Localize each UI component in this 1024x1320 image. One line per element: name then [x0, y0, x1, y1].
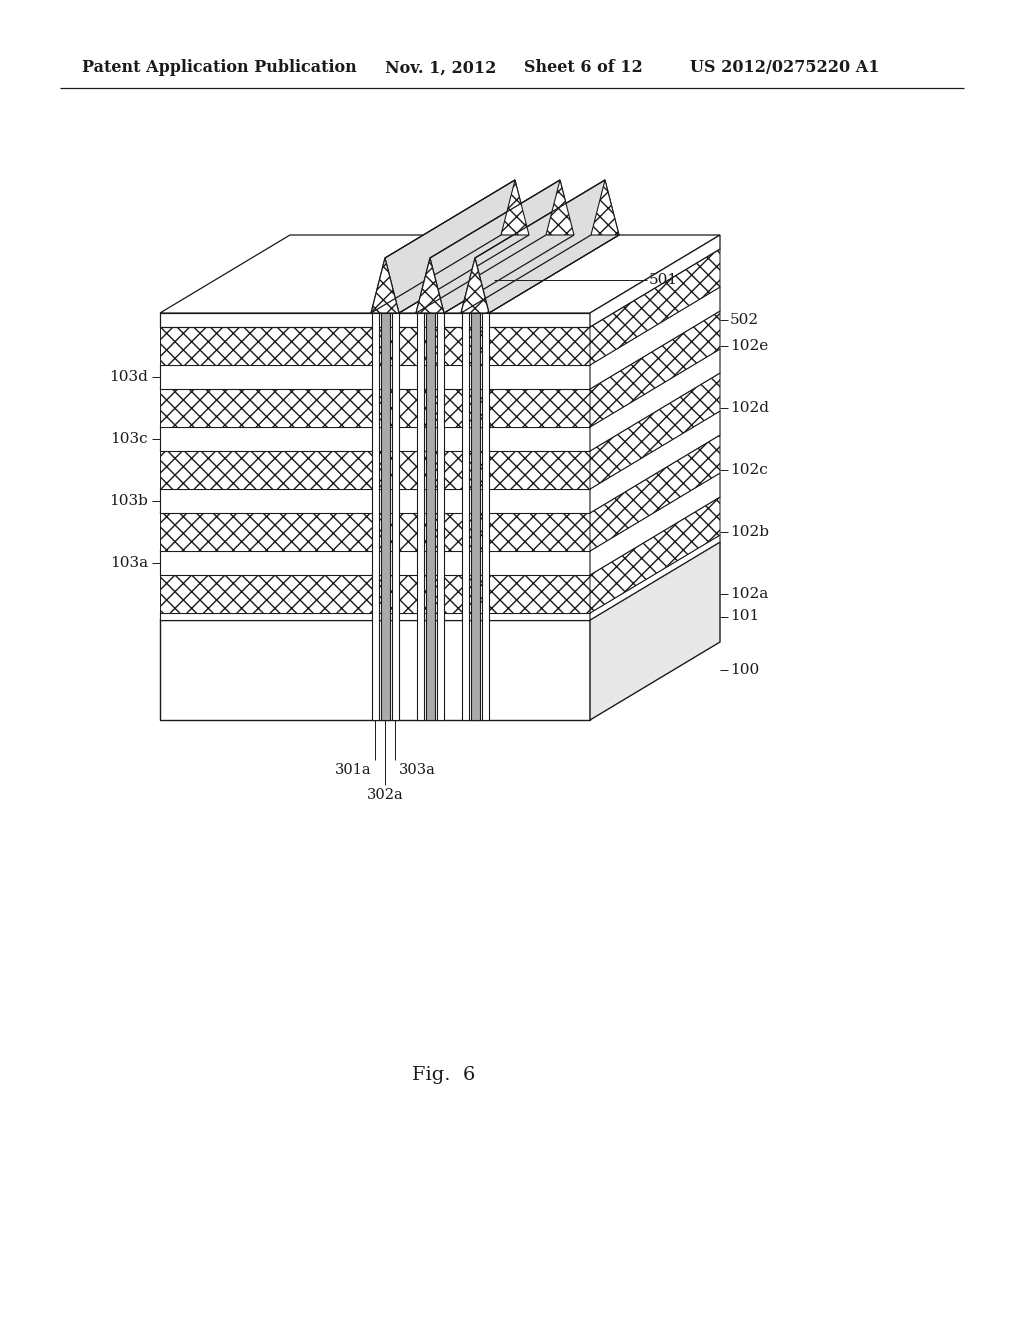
- Text: 103c: 103c: [111, 432, 148, 446]
- Polygon shape: [160, 374, 720, 451]
- Polygon shape: [160, 550, 590, 576]
- Polygon shape: [160, 473, 720, 550]
- Polygon shape: [160, 366, 590, 389]
- Text: 102c: 102c: [730, 463, 768, 477]
- Text: 103b: 103b: [110, 494, 148, 508]
- Polygon shape: [462, 313, 469, 719]
- Polygon shape: [416, 180, 560, 313]
- Polygon shape: [590, 411, 720, 513]
- Text: Nov. 1, 2012: Nov. 1, 2012: [385, 59, 497, 77]
- Polygon shape: [160, 286, 720, 366]
- Polygon shape: [436, 313, 443, 719]
- Polygon shape: [590, 473, 720, 576]
- Polygon shape: [160, 313, 590, 327]
- Polygon shape: [385, 180, 529, 313]
- Text: 103d: 103d: [110, 370, 148, 384]
- Text: Fig.  6: Fig. 6: [412, 1067, 475, 1084]
- Polygon shape: [381, 313, 389, 719]
- Text: 302a: 302a: [367, 788, 403, 803]
- Polygon shape: [590, 498, 720, 612]
- Text: 301a: 301a: [335, 763, 371, 777]
- Polygon shape: [160, 535, 720, 612]
- Text: US 2012/0275220 A1: US 2012/0275220 A1: [690, 59, 880, 77]
- Text: 102a: 102a: [730, 587, 768, 601]
- Text: 101: 101: [730, 610, 759, 623]
- Polygon shape: [461, 180, 605, 313]
- Polygon shape: [160, 312, 720, 389]
- Polygon shape: [160, 488, 590, 513]
- Polygon shape: [391, 313, 398, 719]
- Polygon shape: [160, 327, 590, 366]
- Polygon shape: [590, 235, 720, 327]
- Polygon shape: [416, 235, 574, 313]
- Polygon shape: [475, 180, 618, 313]
- Polygon shape: [160, 451, 590, 488]
- Polygon shape: [546, 180, 574, 235]
- Polygon shape: [371, 257, 399, 313]
- Polygon shape: [160, 513, 590, 550]
- Text: 102d: 102d: [730, 401, 769, 414]
- Polygon shape: [417, 313, 424, 719]
- Polygon shape: [371, 180, 515, 313]
- Text: Sheet 6 of 12: Sheet 6 of 12: [524, 59, 643, 77]
- Polygon shape: [590, 348, 720, 451]
- Polygon shape: [590, 374, 720, 488]
- Text: 501: 501: [649, 273, 678, 286]
- Polygon shape: [416, 257, 444, 313]
- Polygon shape: [430, 180, 574, 313]
- Polygon shape: [160, 348, 720, 426]
- Polygon shape: [590, 249, 720, 366]
- Polygon shape: [160, 411, 720, 488]
- Polygon shape: [160, 543, 720, 620]
- Polygon shape: [470, 313, 479, 719]
- Polygon shape: [590, 286, 720, 389]
- Text: 502: 502: [730, 313, 759, 327]
- Polygon shape: [591, 180, 618, 235]
- Text: Patent Application Publication: Patent Application Publication: [82, 59, 356, 77]
- Text: 102b: 102b: [730, 525, 769, 539]
- Polygon shape: [160, 436, 720, 513]
- Polygon shape: [160, 235, 720, 313]
- Text: 102e: 102e: [730, 339, 768, 352]
- Polygon shape: [590, 436, 720, 550]
- Polygon shape: [501, 180, 529, 235]
- Polygon shape: [160, 426, 590, 451]
- Polygon shape: [461, 235, 618, 313]
- Polygon shape: [160, 612, 590, 620]
- Polygon shape: [590, 312, 720, 426]
- Polygon shape: [372, 313, 379, 719]
- Polygon shape: [160, 576, 590, 612]
- Polygon shape: [371, 235, 529, 313]
- Polygon shape: [426, 313, 434, 719]
- Text: 100: 100: [730, 663, 759, 677]
- Polygon shape: [160, 249, 720, 327]
- Text: 103a: 103a: [110, 556, 148, 570]
- Polygon shape: [160, 389, 590, 426]
- Polygon shape: [481, 313, 488, 719]
- Polygon shape: [461, 257, 489, 313]
- Polygon shape: [590, 543, 720, 719]
- Polygon shape: [590, 535, 720, 620]
- Polygon shape: [160, 620, 590, 719]
- Polygon shape: [160, 498, 720, 576]
- Text: 303a: 303a: [399, 763, 436, 777]
